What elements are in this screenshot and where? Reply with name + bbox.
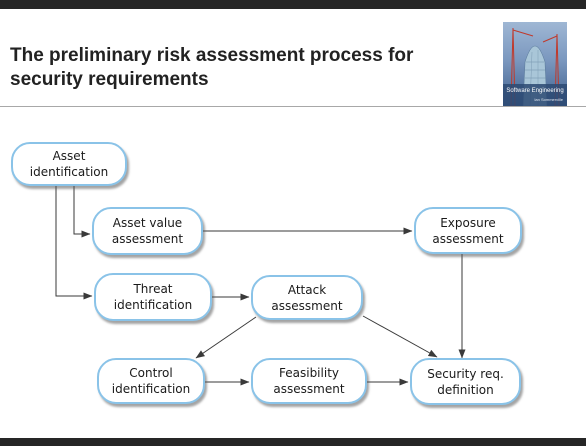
building-illustration: [503, 27, 567, 106]
node-threat-identification: Threat identification: [94, 273, 212, 321]
arrow-attack-to-security: [362, 315, 438, 358]
title-divider: [0, 106, 586, 107]
cover-title: Software Engineering: [506, 88, 564, 94]
node-exposure-assessment: Exposure assessment: [414, 207, 522, 254]
arrow-attack-to-control: [195, 316, 257, 359]
node-security-req-definition: Security req. definition: [410, 358, 521, 405]
slide-title: The preliminary risk assessment process …: [10, 45, 414, 90]
book-cover-image: Software Engineering Ian Sommerville: [503, 22, 567, 106]
arrow-asset-to-threat: [55, 186, 93, 300]
node-asset-identification: Asset identification: [11, 142, 127, 186]
node-attack-assessment: Attack assessment: [251, 275, 363, 320]
arrow-asset-to-value: [73, 186, 91, 238]
cover-author: Ian Sommerville: [534, 97, 563, 102]
node-asset-value-assessment: Asset value assessment: [92, 207, 203, 255]
node-control-identification: Control identification: [97, 358, 205, 404]
bottom-frame-bar: [0, 438, 586, 446]
node-feasibility-assessment: Feasibility assessment: [251, 358, 367, 404]
top-frame-bar: [0, 0, 586, 9]
